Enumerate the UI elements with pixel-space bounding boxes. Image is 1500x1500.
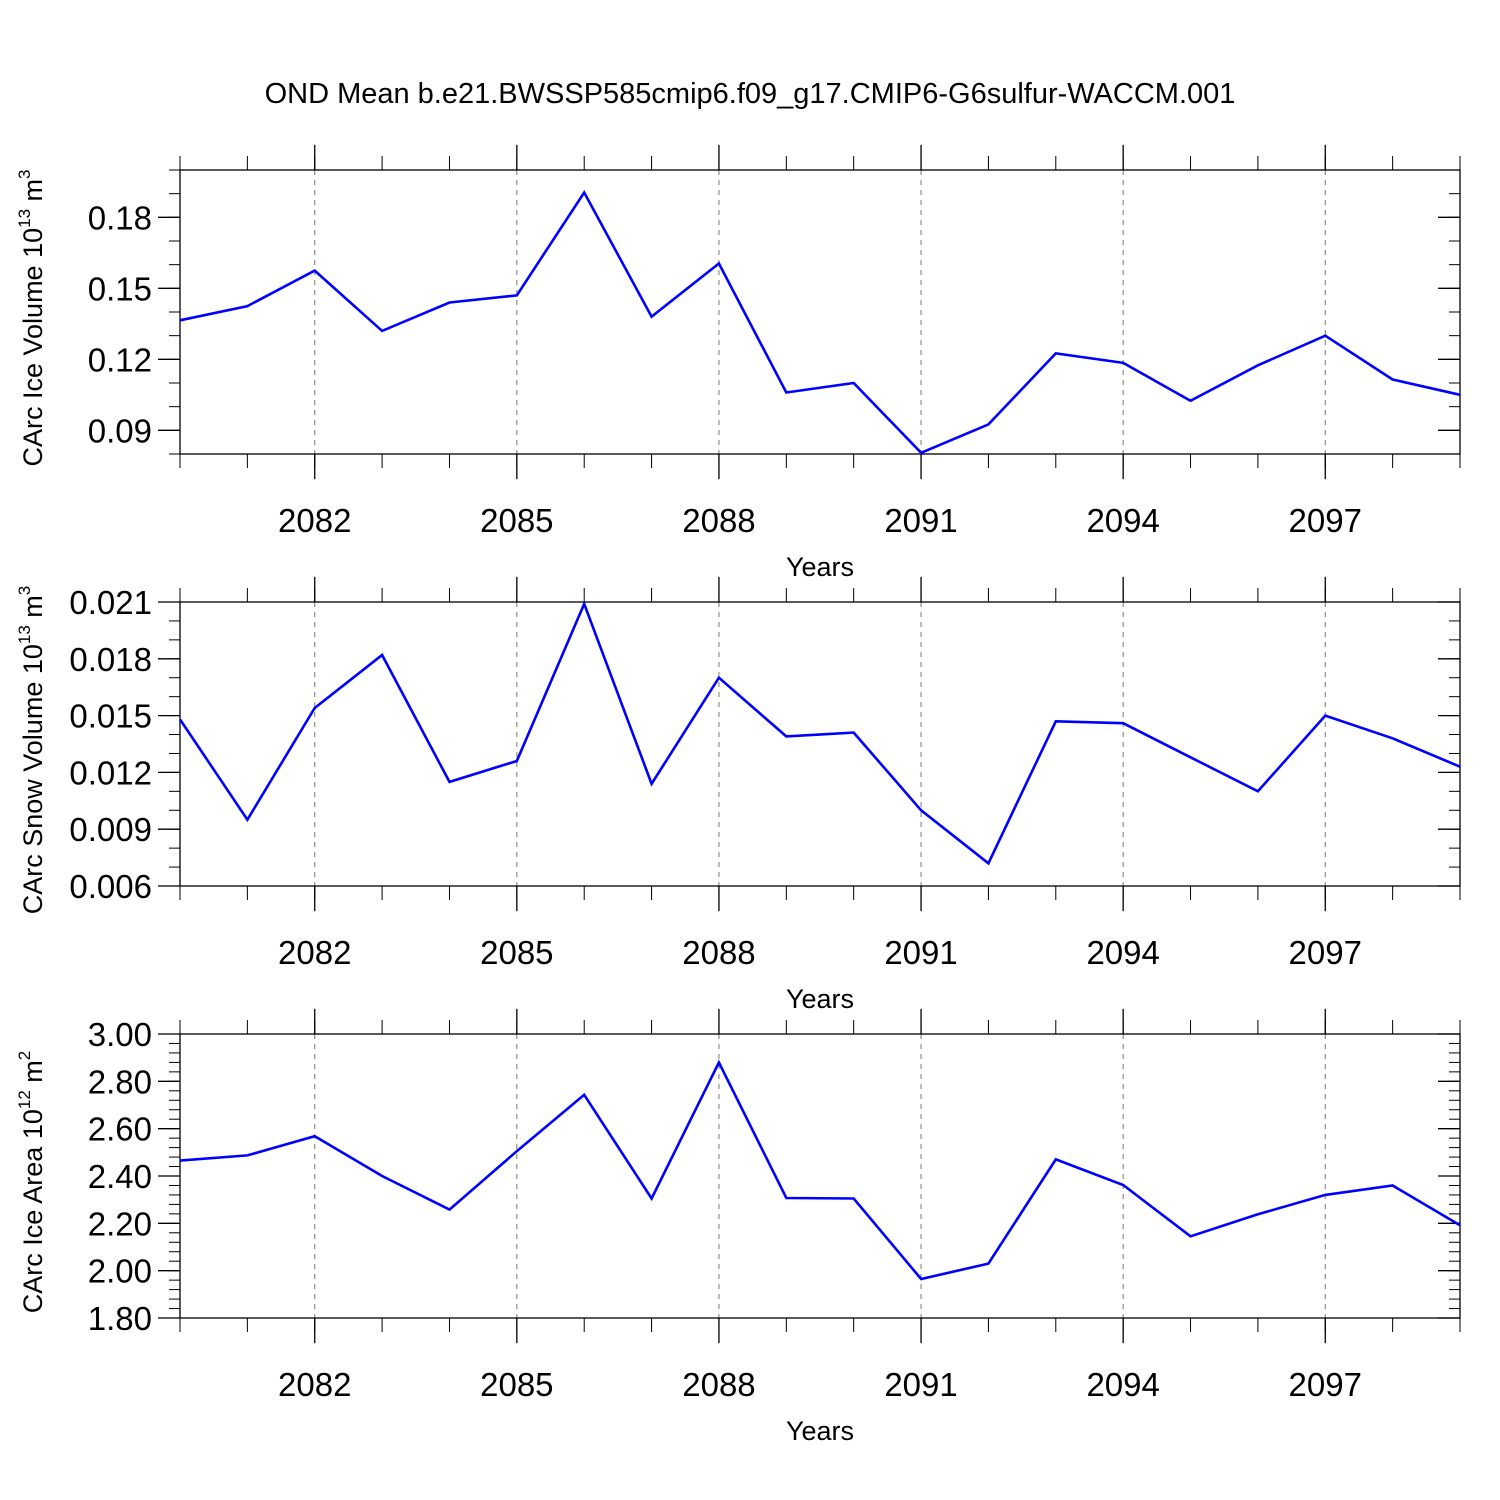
x-tick-label: 2094 bbox=[1086, 934, 1159, 971]
x-tick-label: 2094 bbox=[1086, 1366, 1159, 1403]
y-axis-title-part: CArc Ice Volume 10 bbox=[18, 228, 48, 467]
y-tick-label: 0.018 bbox=[69, 641, 152, 678]
plot-frame bbox=[179, 169, 1461, 455]
y-tick-label: 0.18 bbox=[88, 199, 152, 236]
y-axis-title-superscript: 13 bbox=[15, 209, 34, 228]
y-tick-label: 2.00 bbox=[88, 1253, 152, 1290]
x-tick-label: 2091 bbox=[884, 502, 957, 539]
y-axis-title-part: m bbox=[18, 1060, 48, 1090]
y-axis-title-superscript: 13 bbox=[15, 625, 34, 644]
y-tick-label: 2.40 bbox=[88, 1158, 152, 1195]
y-tick-label: 2.80 bbox=[88, 1063, 152, 1100]
x-tick-label: 2097 bbox=[1289, 502, 1362, 539]
y-tick-label: 0.12 bbox=[88, 341, 152, 378]
y-axis-title-superscript: 12 bbox=[15, 1090, 34, 1109]
y-axis-title-superscript: 3 bbox=[15, 169, 34, 178]
x-tick-label: 2091 bbox=[884, 1366, 957, 1403]
ice-volume-panel: 0.09 0.12 0.15 0.18 2082 2085 2088 2091 2094 2097… bbox=[15, 144, 1461, 582]
x-tick-label: 2082 bbox=[278, 934, 351, 971]
y-tick-label: 0.006 bbox=[69, 868, 152, 905]
x-tick-label: 2094 bbox=[1086, 502, 1159, 539]
y-tick-label: 3.00 bbox=[88, 1016, 152, 1053]
plot-frame bbox=[179, 1033, 1461, 1319]
y-axis-title-superscript: 2 bbox=[15, 1051, 34, 1060]
y-axis-title-part: m bbox=[18, 179, 48, 209]
x-tick-label: 2088 bbox=[682, 1366, 755, 1403]
y-tick-label: 2.20 bbox=[88, 1205, 152, 1242]
series-line bbox=[178, 600, 1461, 866]
x-axis-title: Years bbox=[786, 1416, 854, 1446]
y-tick-label: 0.15 bbox=[88, 270, 152, 307]
x-tick-label: 2097 bbox=[1289, 934, 1362, 971]
y-axis-title: CArc Ice Area 1012 m2 bbox=[15, 1051, 48, 1314]
y-axis-title-part: m bbox=[18, 595, 48, 625]
series-line bbox=[179, 189, 1461, 455]
y-tick-label: 0.015 bbox=[69, 698, 152, 735]
x-tick-label: 2091 bbox=[884, 934, 957, 971]
y-tick-label: 0.012 bbox=[69, 754, 152, 791]
y-axis-title: CArc Ice Volume 1013 m3 bbox=[15, 169, 48, 466]
y-axis-title-superscript: 3 bbox=[15, 586, 34, 595]
x-tick-label: 2085 bbox=[480, 934, 553, 971]
x-axis-title: Years bbox=[786, 552, 854, 582]
y-tick-label: 0.09 bbox=[88, 412, 152, 449]
x-tick-label: 2097 bbox=[1289, 1366, 1362, 1403]
x-tick-label: 2082 bbox=[278, 1366, 351, 1403]
ice-area-panel: 1.80 2.00 2.20 2.40 2.60 2.80 3.00 2082 2085 2088… bbox=[15, 1008, 1461, 1446]
snow-volume-panel: 0.006 0.009 0.012 0.015 0.018 0.021 2082 2085 20… bbox=[15, 576, 1461, 1014]
x-tick-label: 2088 bbox=[682, 934, 755, 971]
y-tick-label: 2.60 bbox=[88, 1111, 152, 1148]
x-tick-label: 2085 bbox=[480, 502, 553, 539]
x-tick-label: 2088 bbox=[682, 502, 755, 539]
y-tick-label: 1.80 bbox=[88, 1300, 152, 1337]
y-axis-title: CArc Snow Volume 1013 m3 bbox=[15, 586, 48, 915]
series-line bbox=[179, 1059, 1461, 1281]
y-tick-label: 0.009 bbox=[69, 811, 152, 848]
figure-title: OND Mean b.e21.BWSSP585cmip6.f09_g17.CMI… bbox=[264, 78, 1236, 110]
y-axis-title-part: CArc Snow Volume 10 bbox=[18, 644, 48, 914]
x-axis-title: Years bbox=[786, 984, 854, 1014]
plot-frame bbox=[179, 601, 1461, 887]
x-tick-label: 2082 bbox=[278, 502, 351, 539]
y-tick-label: 0.021 bbox=[69, 584, 152, 621]
x-tick-label: 2085 bbox=[480, 1366, 553, 1403]
y-axis-title-part: CArc Ice Area 10 bbox=[18, 1109, 48, 1313]
